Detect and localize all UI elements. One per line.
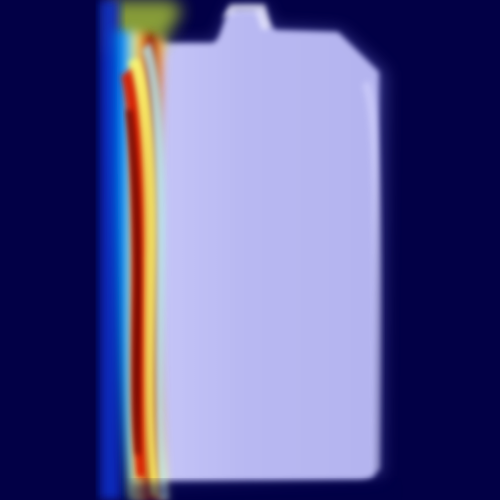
object-right-rim [362,80,382,472]
bottom-shadow [130,482,392,500]
heatmap-dark-red-core [126,110,141,455]
object-silhouette [136,9,379,482]
object-neck-highlight [222,4,272,30]
heatmap-cyan-rim [142,42,168,498]
heatmap-yellow-rim [128,58,160,495]
